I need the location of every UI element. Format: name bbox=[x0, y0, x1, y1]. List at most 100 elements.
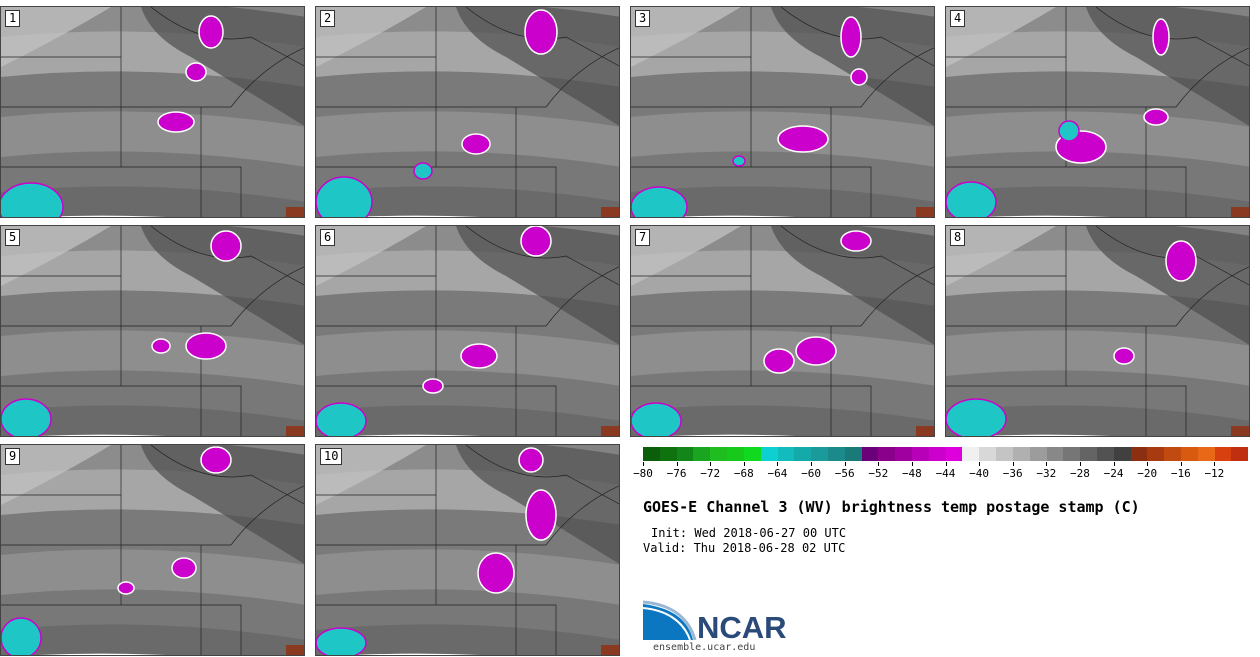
colorbar-swatch bbox=[811, 447, 828, 461]
state-border bbox=[150, 445, 304, 505]
convective-cloud bbox=[185, 62, 207, 82]
convective-cloud bbox=[840, 230, 872, 252]
dry-air-region bbox=[141, 226, 304, 345]
cold-cloud-top bbox=[1, 617, 42, 655]
colorbar-swatch bbox=[912, 447, 929, 461]
colorbar-tick-label: −52 bbox=[868, 467, 889, 480]
dry-air-region bbox=[1086, 7, 1249, 126]
figure-title: GOES-E Channel 3 (WV) brightness temp po… bbox=[643, 498, 1140, 516]
colorbar-swatch bbox=[710, 447, 728, 461]
colorbar bbox=[643, 447, 1249, 461]
colorbar-swatch bbox=[727, 447, 744, 461]
moist-region bbox=[1, 226, 111, 286]
dry-air-region bbox=[771, 7, 934, 126]
convective-cloud bbox=[763, 348, 795, 374]
colorbar-tick bbox=[1147, 462, 1149, 466]
convective-cloud bbox=[1143, 108, 1169, 126]
colorbar-swatch bbox=[827, 447, 845, 461]
satellite-map bbox=[316, 7, 619, 217]
forecast-panel-6: 6 bbox=[315, 225, 620, 437]
colorbar-tick bbox=[1214, 462, 1216, 466]
colorbar-swatch bbox=[1164, 447, 1181, 461]
warm-region bbox=[286, 426, 304, 436]
cold-cloud-top bbox=[946, 181, 997, 217]
state-border bbox=[780, 226, 934, 286]
colorbar-swatch bbox=[676, 447, 694, 461]
state-border bbox=[545, 266, 619, 327]
panel-number: 1 bbox=[5, 10, 21, 27]
convective-cloud bbox=[477, 552, 515, 594]
colorbar-tick bbox=[643, 462, 644, 466]
moist-region bbox=[946, 7, 1056, 67]
colorbar-swatch bbox=[743, 447, 761, 461]
state-border bbox=[230, 47, 304, 108]
warm-region bbox=[286, 207, 304, 217]
colorbar-swatch bbox=[1181, 447, 1198, 461]
colorbar-swatch bbox=[777, 447, 795, 461]
colorbar-tick-label: −36 bbox=[1002, 467, 1023, 480]
colorbar-tick bbox=[1113, 462, 1115, 466]
panel-number: 9 bbox=[5, 448, 21, 465]
warm-region bbox=[601, 426, 619, 436]
dry-air-region bbox=[456, 7, 619, 126]
colorbar-tick-label: −60 bbox=[801, 467, 821, 480]
dry-air-region bbox=[141, 445, 304, 564]
convective-cloud bbox=[1165, 240, 1197, 282]
state-border bbox=[1066, 166, 1187, 217]
warm-region bbox=[1231, 426, 1249, 436]
panel-number: 3 bbox=[635, 10, 651, 27]
warm-region bbox=[601, 207, 619, 217]
colorbar-swatch bbox=[1080, 447, 1097, 461]
state-border bbox=[121, 166, 242, 217]
colorbar-tick bbox=[979, 462, 981, 466]
cold-cloud-top bbox=[413, 162, 433, 180]
moist-region bbox=[946, 226, 1056, 286]
convective-cloud bbox=[795, 336, 837, 366]
convective-cloud bbox=[1113, 347, 1135, 365]
colorbar-tick-label: −12 bbox=[1204, 467, 1225, 480]
colorbar-tick bbox=[844, 462, 846, 466]
cold-cloud-top bbox=[316, 627, 367, 655]
state-border bbox=[150, 226, 304, 286]
panel-number: 8 bbox=[950, 229, 966, 246]
cold-cloud-top bbox=[316, 402, 367, 436]
colorbar-tick-label: −64 bbox=[767, 467, 788, 480]
moist-region bbox=[1, 445, 111, 505]
colorbar-tick-label: −76 bbox=[666, 467, 687, 480]
colorbar-tick-label: −56 bbox=[834, 467, 855, 480]
colorbar-tick bbox=[911, 462, 913, 466]
state-border bbox=[465, 7, 619, 67]
state-border bbox=[465, 445, 619, 505]
colorbar-tick bbox=[811, 462, 813, 466]
convective-cloud bbox=[461, 133, 491, 155]
field-band bbox=[946, 405, 1249, 436]
colorbar-tick bbox=[710, 462, 712, 466]
satellite-map bbox=[1, 226, 304, 436]
state-border bbox=[751, 166, 872, 217]
colorbar-swatch bbox=[1063, 447, 1081, 461]
colorbar-tick bbox=[1046, 462, 1048, 466]
colorbar-tick bbox=[676, 462, 678, 466]
forecast-panel-8: 8 bbox=[945, 225, 1250, 437]
colorbar-swatch bbox=[996, 447, 1013, 461]
field-band bbox=[631, 186, 934, 217]
cold-cloud-top bbox=[631, 402, 682, 436]
convective-cloud bbox=[850, 68, 868, 86]
forecast-panel-1: 1 bbox=[0, 6, 305, 218]
convective-cloud bbox=[210, 230, 242, 262]
convective-cloud bbox=[1152, 18, 1170, 56]
colorbar-tick-label: −32 bbox=[1036, 467, 1057, 480]
warm-region bbox=[601, 645, 619, 655]
state-border bbox=[230, 266, 304, 327]
moist-region bbox=[316, 445, 426, 505]
satellite-map bbox=[946, 7, 1249, 217]
colorbar-tick-label: −40 bbox=[969, 467, 990, 480]
colorbar-tick-label: −48 bbox=[901, 467, 922, 480]
cold-cloud-top bbox=[946, 398, 1007, 436]
colorbar-tick-label: −20 bbox=[1137, 467, 1158, 480]
cold-cloud-top bbox=[1058, 120, 1080, 142]
colorbar-swatch bbox=[844, 447, 862, 461]
state-border bbox=[1095, 7, 1249, 67]
satellite-map bbox=[631, 7, 934, 217]
cold-cloud-top bbox=[316, 176, 373, 217]
